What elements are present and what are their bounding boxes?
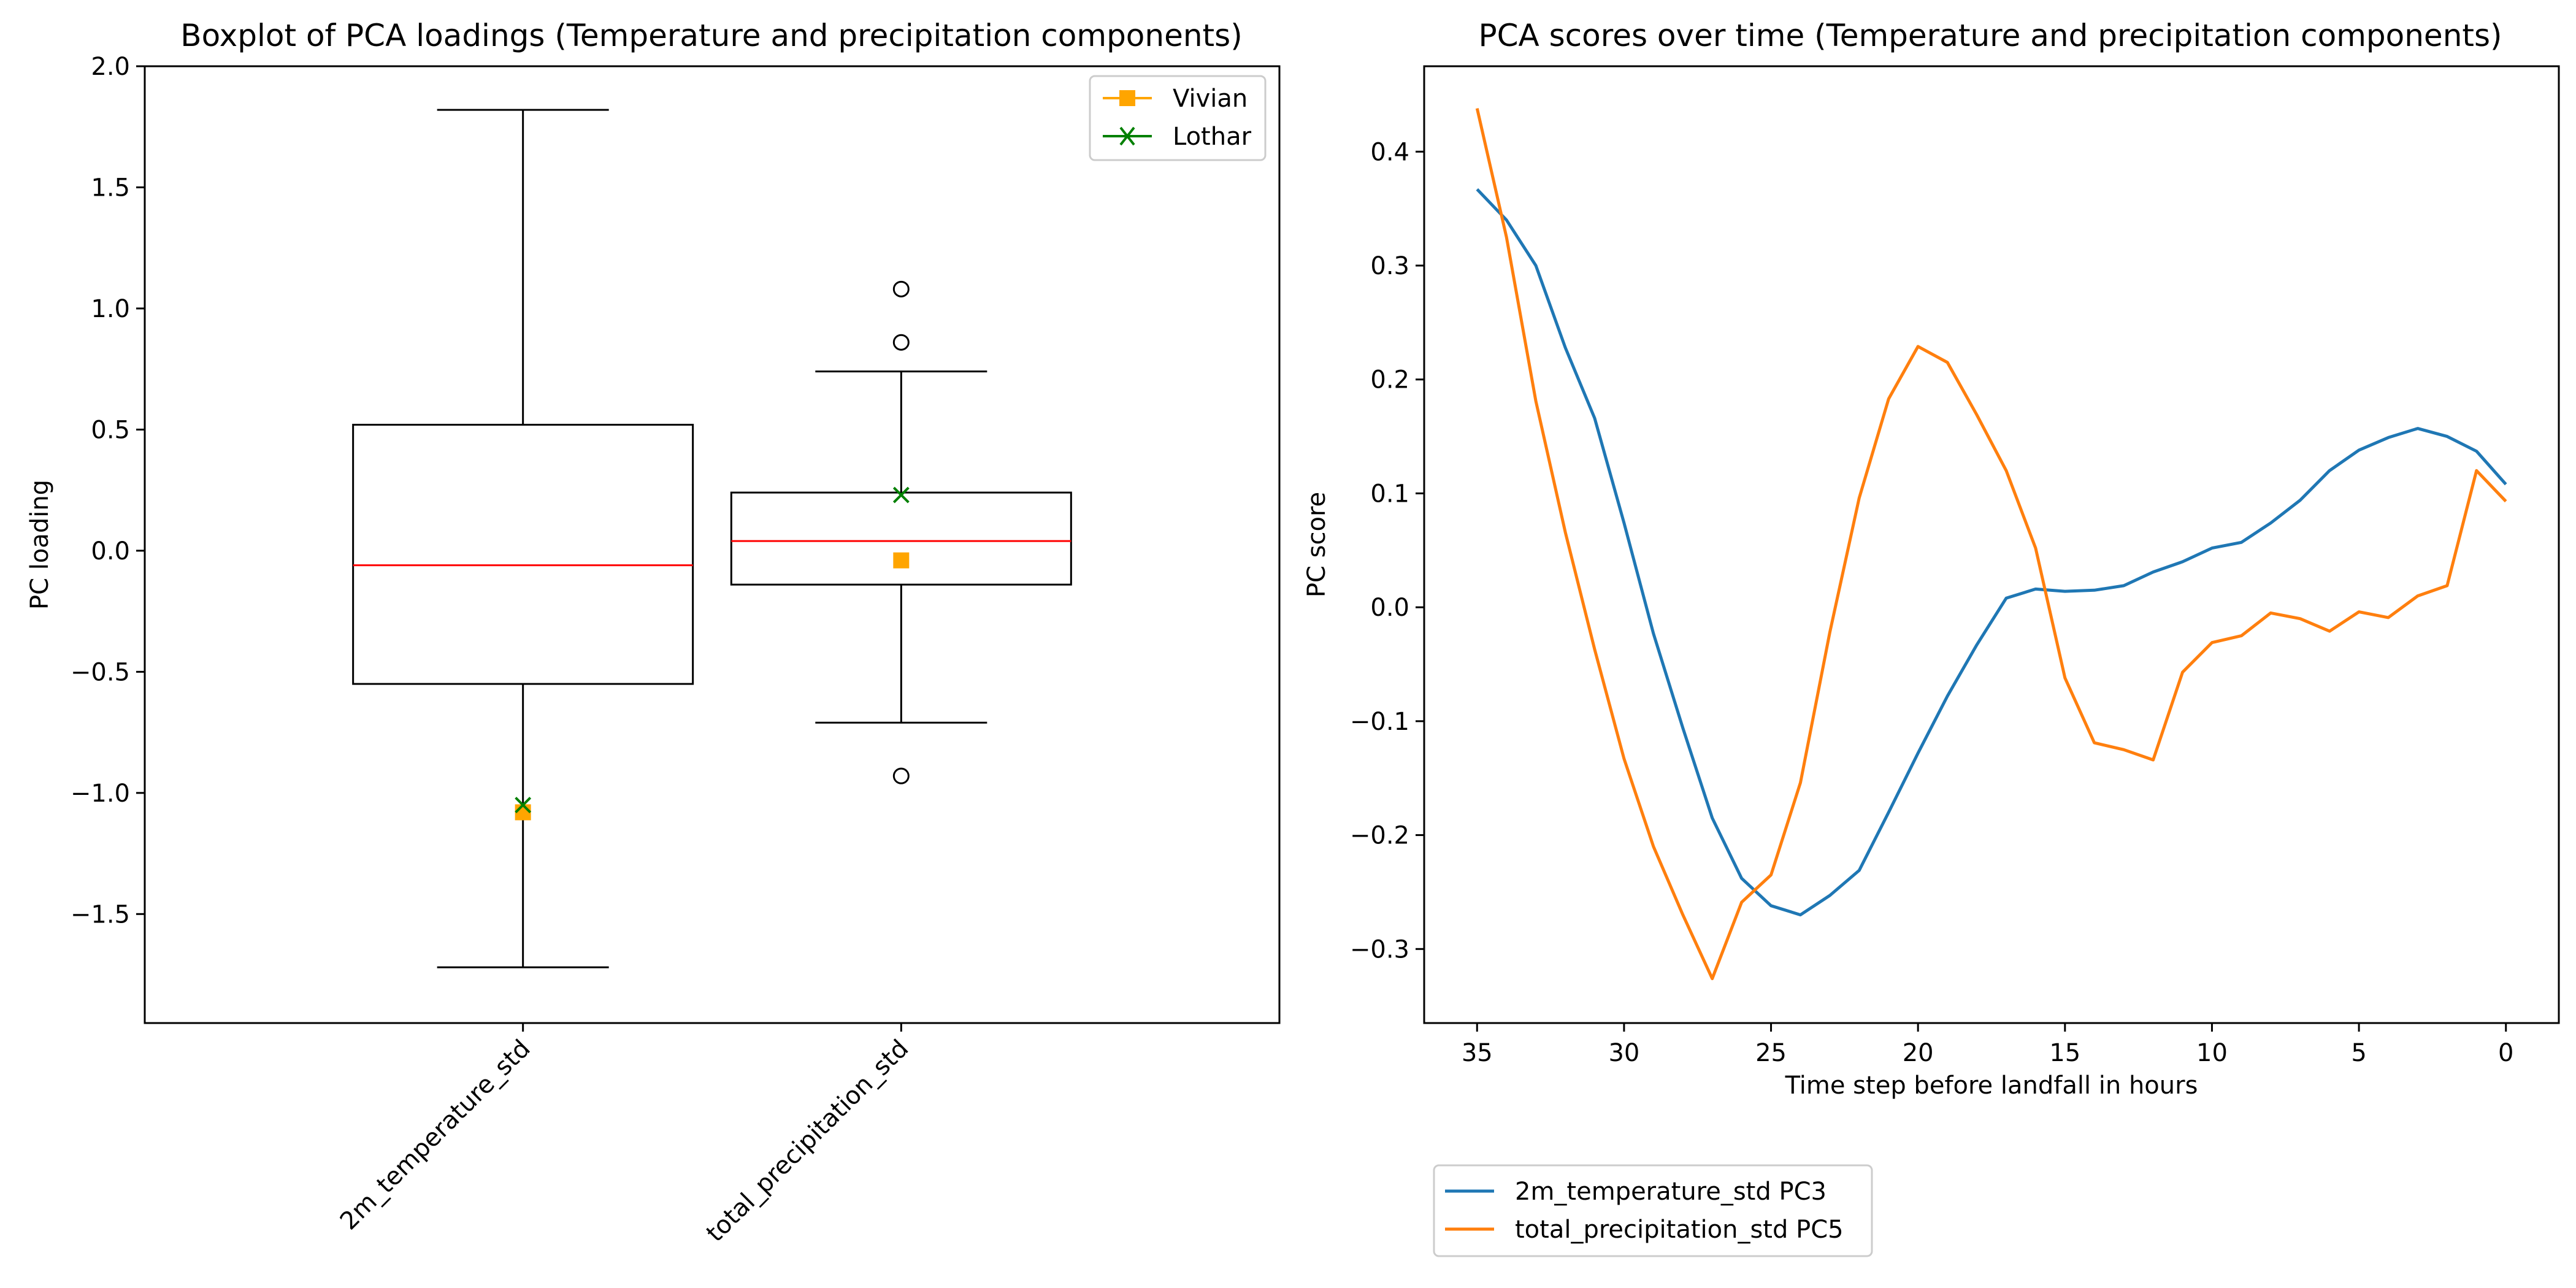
- x-tick-label: total_precipitation_std: [701, 1035, 914, 1248]
- box-body: [352, 424, 694, 685]
- y-tick-label: 1.5: [91, 174, 130, 202]
- series-line-total-precipitation-std-pc5: [1475, 108, 2507, 981]
- line-chart-y-axis-label: PC score: [1303, 492, 1331, 597]
- line-chart-panel: PCA scores over time (Temperature and pr…: [1303, 18, 2560, 1257]
- boxplot-title: Boxplot of PCA loadings (Temperature and…: [180, 18, 1242, 53]
- legend-label-vivian: Vivian: [1173, 85, 1248, 113]
- legend-entry-precipitation-pc5: total_precipitation_std PC5: [1445, 1216, 1844, 1244]
- outlier-point: [892, 280, 910, 297]
- y-tick-label: 0.3: [1370, 252, 1409, 280]
- y-tick-label: 0.0: [1370, 594, 1409, 622]
- marker-stroke: [892, 486, 910, 504]
- y-tick-label: 0.0: [91, 537, 130, 565]
- boxplot-boxes: [352, 109, 1072, 968]
- legend-entry-lothar: Lothar: [1103, 123, 1252, 151]
- box-total_precipitation_std: [730, 280, 1072, 784]
- y-tick-label: −0.5: [71, 658, 130, 686]
- line-chart-plot-frame: [1423, 65, 2560, 1024]
- line-chart-x-axis-label: Time step before landfall in hours: [1785, 1071, 2198, 1100]
- boxplot-y-axis: −1.5 −1.0 −0.5 0.0 0.5 1.0 1.5 2.0: [71, 53, 145, 929]
- legend-label-precipitation-pc5: total_precipitation_std PC5: [1515, 1216, 1844, 1244]
- y-tick-label: 2.0: [91, 53, 130, 81]
- box-2m_temperature_std: [352, 109, 694, 968]
- y-tick-label: −1.0: [71, 780, 130, 808]
- marker-stroke: [515, 797, 532, 813]
- x-tick-label: 0: [2498, 1039, 2513, 1067]
- x-tick-label: 15: [2049, 1039, 2080, 1067]
- boxplot-overlay-markers: [515, 486, 910, 821]
- boxplot-plot-frame: [144, 65, 1281, 1024]
- y-tick-label: −0.1: [1350, 708, 1409, 736]
- y-tick-label: −0.2: [1350, 822, 1409, 850]
- y-tick-label: 0.1: [1370, 480, 1409, 508]
- x-tick-label: 2m_temperature_std: [335, 1035, 536, 1236]
- marker-lothar: [892, 486, 910, 504]
- y-tick-label: 0.5: [91, 416, 130, 444]
- line-chart-y-axis: −0.3 −0.2 −0.1 0.0 0.1 0.2 0.3 0.4: [1350, 138, 1424, 964]
- legend-entry-temperature-pc3: 2m_temperature_std PC3: [1445, 1178, 1827, 1206]
- y-tick-label: 1.0: [91, 295, 130, 323]
- legend-label-lothar: Lothar: [1173, 123, 1252, 151]
- boxplot-y-axis-label: PC loading: [26, 480, 54, 610]
- legend-entry-vivian: Vivian: [1103, 85, 1248, 113]
- x-tick-label: 20: [1903, 1039, 1934, 1067]
- x-tick-label: 5: [2351, 1039, 2366, 1067]
- outlier-point: [892, 767, 910, 784]
- line-chart-series: [1475, 108, 2507, 981]
- box-body: [730, 491, 1072, 586]
- marker-vivian: [893, 552, 910, 569]
- y-tick-label: 0.2: [1370, 366, 1409, 394]
- x-tick-label: 10: [2196, 1039, 2228, 1067]
- y-tick-label: −0.3: [1350, 935, 1409, 964]
- series-line-2m-temperature-std-pc3: [1476, 188, 2507, 917]
- x-tick-label: 35: [1462, 1039, 1493, 1067]
- outlier-point: [892, 334, 910, 351]
- marker-vivian: [515, 804, 531, 821]
- y-tick-label: −1.5: [71, 900, 130, 929]
- line-chart-title: PCA scores over time (Temperature and pr…: [1478, 18, 2502, 53]
- x-tick-label: 30: [1608, 1039, 1639, 1067]
- legend-label-temperature-pc3: 2m_temperature_std PC3: [1515, 1178, 1827, 1206]
- boxplot-x-axis: 2m_temperature_std total_precipitation_st…: [335, 1023, 914, 1248]
- line-chart-legend: 2m_temperature_std PC3 total_precipitati…: [1433, 1164, 1873, 1257]
- marker-lothar: [515, 797, 532, 813]
- line-chart-x-axis: 35 30 25 20 15 10 5 0: [1462, 1023, 2513, 1067]
- x-tick-label: 25: [1755, 1039, 1787, 1067]
- boxplot-panel: Boxplot of PCA loadings (Temperature and…: [26, 18, 1281, 1248]
- line-chart-legend-frame: [1433, 1164, 1873, 1257]
- boxplot-legend: Vivian Lothar: [1089, 75, 1267, 161]
- y-tick-label: 0.4: [1370, 138, 1409, 166]
